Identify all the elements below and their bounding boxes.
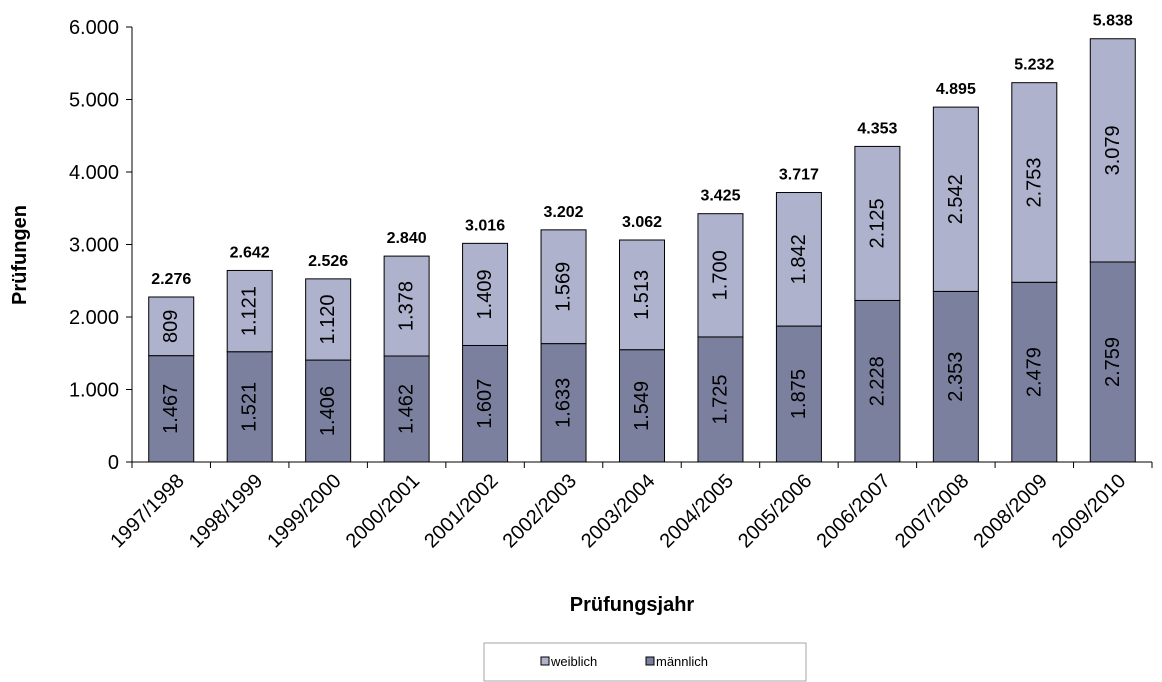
bars	[148, 38, 1136, 463]
bar-segment-weiblich	[1089, 38, 1136, 263]
bar-segment-weiblich	[775, 192, 822, 327]
total-value-label: 3.717	[779, 167, 819, 184]
bar-segment-maennlich	[854, 299, 901, 463]
total-value-label: 4.353	[857, 120, 897, 137]
total-value-label: 3.202	[544, 204, 584, 221]
segment-value-label: 1.409	[474, 269, 496, 319]
segment-value-label: 1.406	[317, 386, 339, 436]
x-tick-label: 2008/2009	[969, 470, 1051, 552]
bar-segment-maennlich	[226, 351, 273, 463]
bar-segment-weiblich	[148, 296, 195, 357]
total-value-label: 2.276	[151, 271, 191, 288]
bar-segment-maennlich	[932, 290, 979, 463]
segment-value-label: 1.513	[631, 270, 653, 320]
x-tick-label: 2009/2010	[1048, 470, 1130, 552]
x-tick-label: 2005/2006	[734, 470, 816, 552]
y-tick-label: 6.000	[69, 17, 119, 39]
x-tick-label: 1997/1998	[106, 470, 188, 552]
y-tick-label: 3.000	[69, 235, 119, 257]
y-tick-label: 4.000	[69, 162, 119, 184]
segment-value-label: 1.467	[160, 384, 182, 434]
total-value-label: 3.425	[700, 188, 740, 205]
bar-segment-weiblich	[226, 269, 273, 353]
segment-value-label: 1.120	[317, 294, 339, 344]
total-value-label: 3.062	[622, 214, 662, 231]
y-tick-label: 1.000	[69, 380, 119, 402]
x-tick-label: 2004/2005	[656, 470, 738, 552]
bar-segment-maennlich	[148, 355, 195, 463]
bar-segment-weiblich	[462, 242, 509, 346]
segment-value-label: 1.462	[396, 384, 418, 434]
legend-box	[483, 642, 807, 682]
legend: weiblich männlich	[483, 642, 807, 682]
total-value-label: 2.840	[387, 230, 427, 247]
bar-segment-maennlich	[1011, 281, 1058, 463]
x-tick-label: 2006/2007	[813, 470, 895, 552]
total-value-label: 5.232	[1014, 57, 1054, 74]
bar-segment-maennlich	[697, 336, 744, 463]
total-value-label: 2.526	[308, 253, 348, 270]
bar-segment-weiblich	[619, 239, 665, 351]
segment-value-label: 1.725	[709, 374, 731, 424]
segment-value-label: 2.542	[945, 174, 967, 224]
bar-segment-weiblich	[854, 145, 901, 301]
x-tick-label: 1999/2000	[263, 470, 345, 552]
segment-value-label: 1.121	[239, 286, 261, 336]
segment-value-label: 2.353	[945, 352, 967, 402]
segment-value-label: 2.125	[866, 198, 888, 248]
total-value-label: 4.895	[936, 81, 976, 98]
x-tick-label: 2002/2003	[499, 470, 581, 552]
segment-value-label: 1.521	[239, 382, 261, 432]
bar-segment-maennlich	[383, 355, 430, 463]
segment-value-label: 2.228	[866, 356, 888, 406]
bar-segment-weiblich	[305, 278, 352, 361]
bar-segment-weiblich	[1011, 82, 1058, 283]
segment-value-label: 1.875	[788, 369, 810, 419]
bar-segment-weiblich	[383, 255, 430, 357]
data-labels: 1.467 809 2.276 1.521 1.121 2.642 1.406 1.120 2.…	[151, 13, 1133, 436]
segment-value-label: 1.842	[788, 234, 810, 284]
y-tick-label: 0	[108, 452, 119, 474]
segment-value-label: 2.753	[1023, 157, 1045, 207]
x-tick-label: 1998/1999	[185, 470, 267, 552]
y-tick-label: 2.000	[69, 307, 119, 329]
segment-value-label: 1.378	[396, 281, 418, 331]
segment-value-label: 1.549	[631, 381, 653, 431]
segment-value-label: 1.700	[709, 250, 731, 300]
segment-value-label: 1.633	[553, 378, 575, 428]
legend-swatch-maennlich	[645, 656, 655, 666]
segment-value-label: 2.479	[1023, 347, 1045, 397]
segment-value-label: 809	[160, 310, 182, 343]
x-axis-title: Prüfungsjahr	[570, 594, 695, 616]
bar-segment-weiblich	[540, 229, 587, 345]
total-value-label: 3.016	[465, 217, 505, 234]
segment-value-label: 1.569	[553, 262, 575, 312]
total-value-label: 2.642	[230, 244, 270, 261]
bar-segment-weiblich	[932, 106, 979, 292]
legend-label-weiblich: weiblich	[550, 654, 597, 669]
y-tick-label: 5.000	[69, 90, 119, 112]
x-tick-label: 2001/2002	[420, 470, 502, 552]
x-tick-label: 2003/2004	[577, 470, 659, 552]
total-value-label: 5.838	[1093, 13, 1133, 30]
x-tick-label: 2000/2001	[342, 470, 424, 552]
x-tick-label: 2007/2008	[891, 470, 973, 552]
bar-segment-weiblich	[697, 213, 744, 338]
legend-label-maennlich: männlich	[656, 654, 708, 669]
bar-segment-maennlich	[775, 325, 822, 463]
segment-value-label: 3.079	[1102, 125, 1124, 175]
segment-value-label: 2.759	[1102, 337, 1124, 387]
segment-value-label: 1.607	[474, 379, 496, 429]
y-axis-title: Prüfungen	[9, 205, 31, 305]
legend-swatch-weiblich	[540, 656, 550, 666]
bar-segment-maennlich	[619, 349, 665, 463]
